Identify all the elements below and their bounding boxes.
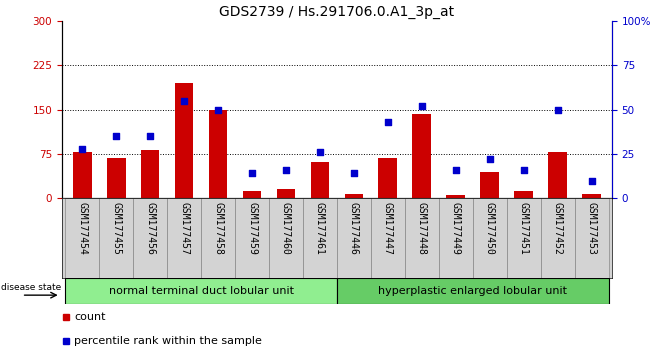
- Point: [77, 146, 87, 152]
- Text: count: count: [74, 312, 105, 322]
- Text: GSM177453: GSM177453: [587, 202, 596, 255]
- Point: [383, 119, 393, 125]
- Point: [314, 149, 325, 155]
- Bar: [65, 278, 337, 304]
- Bar: [548, 152, 567, 198]
- Point: [247, 171, 257, 176]
- Point: [450, 167, 461, 173]
- Text: GSM177456: GSM177456: [145, 202, 155, 255]
- Bar: [73, 152, 92, 198]
- Bar: [447, 195, 465, 198]
- Bar: [201, 198, 235, 278]
- Text: GSM177446: GSM177446: [349, 202, 359, 255]
- Text: GSM177450: GSM177450: [485, 202, 495, 255]
- Bar: [235, 198, 269, 278]
- Bar: [378, 158, 397, 198]
- Text: GSM177455: GSM177455: [111, 202, 121, 255]
- Bar: [337, 278, 609, 304]
- Title: GDS2739 / Hs.291706.0.A1_3p_at: GDS2739 / Hs.291706.0.A1_3p_at: [219, 5, 454, 19]
- Bar: [480, 172, 499, 198]
- Text: GSM177454: GSM177454: [77, 202, 87, 255]
- Bar: [269, 198, 303, 278]
- Bar: [439, 198, 473, 278]
- Text: GSM177461: GSM177461: [315, 202, 325, 255]
- Text: GSM177452: GSM177452: [553, 202, 562, 255]
- Bar: [473, 198, 506, 278]
- Point: [553, 107, 563, 113]
- Text: normal terminal duct lobular unit: normal terminal duct lobular unit: [109, 286, 294, 296]
- Text: GSM177451: GSM177451: [519, 202, 529, 255]
- Bar: [405, 198, 439, 278]
- Text: GSM177448: GSM177448: [417, 202, 427, 255]
- Bar: [575, 198, 609, 278]
- Bar: [277, 189, 296, 198]
- Bar: [174, 83, 193, 198]
- Bar: [167, 198, 201, 278]
- Point: [587, 178, 597, 183]
- Bar: [209, 110, 227, 198]
- Text: GSM177458: GSM177458: [213, 202, 223, 255]
- Bar: [514, 191, 533, 198]
- Bar: [337, 198, 371, 278]
- Bar: [107, 158, 126, 198]
- Bar: [506, 198, 540, 278]
- Text: GSM177460: GSM177460: [281, 202, 291, 255]
- Point: [417, 103, 427, 109]
- Point: [145, 133, 156, 139]
- Point: [111, 133, 121, 139]
- Bar: [344, 194, 363, 198]
- Bar: [141, 150, 159, 198]
- Bar: [540, 198, 575, 278]
- Bar: [413, 114, 431, 198]
- Point: [179, 98, 189, 104]
- Text: GSM177459: GSM177459: [247, 202, 257, 255]
- Bar: [371, 198, 405, 278]
- Text: GSM177447: GSM177447: [383, 202, 393, 255]
- Point: [518, 167, 529, 173]
- Point: [484, 156, 495, 162]
- Text: GSM177449: GSM177449: [450, 202, 461, 255]
- Point: [213, 107, 223, 113]
- Bar: [582, 194, 601, 198]
- Bar: [243, 191, 261, 198]
- Bar: [133, 198, 167, 278]
- Point: [281, 167, 291, 173]
- Text: GSM177457: GSM177457: [179, 202, 189, 255]
- Point: [349, 171, 359, 176]
- Text: percentile rank within the sample: percentile rank within the sample: [74, 336, 262, 346]
- Bar: [311, 162, 329, 198]
- Bar: [99, 198, 133, 278]
- Bar: [65, 198, 99, 278]
- Text: hyperplastic enlarged lobular unit: hyperplastic enlarged lobular unit: [378, 286, 567, 296]
- Bar: [303, 198, 337, 278]
- Text: disease state: disease state: [1, 282, 61, 292]
